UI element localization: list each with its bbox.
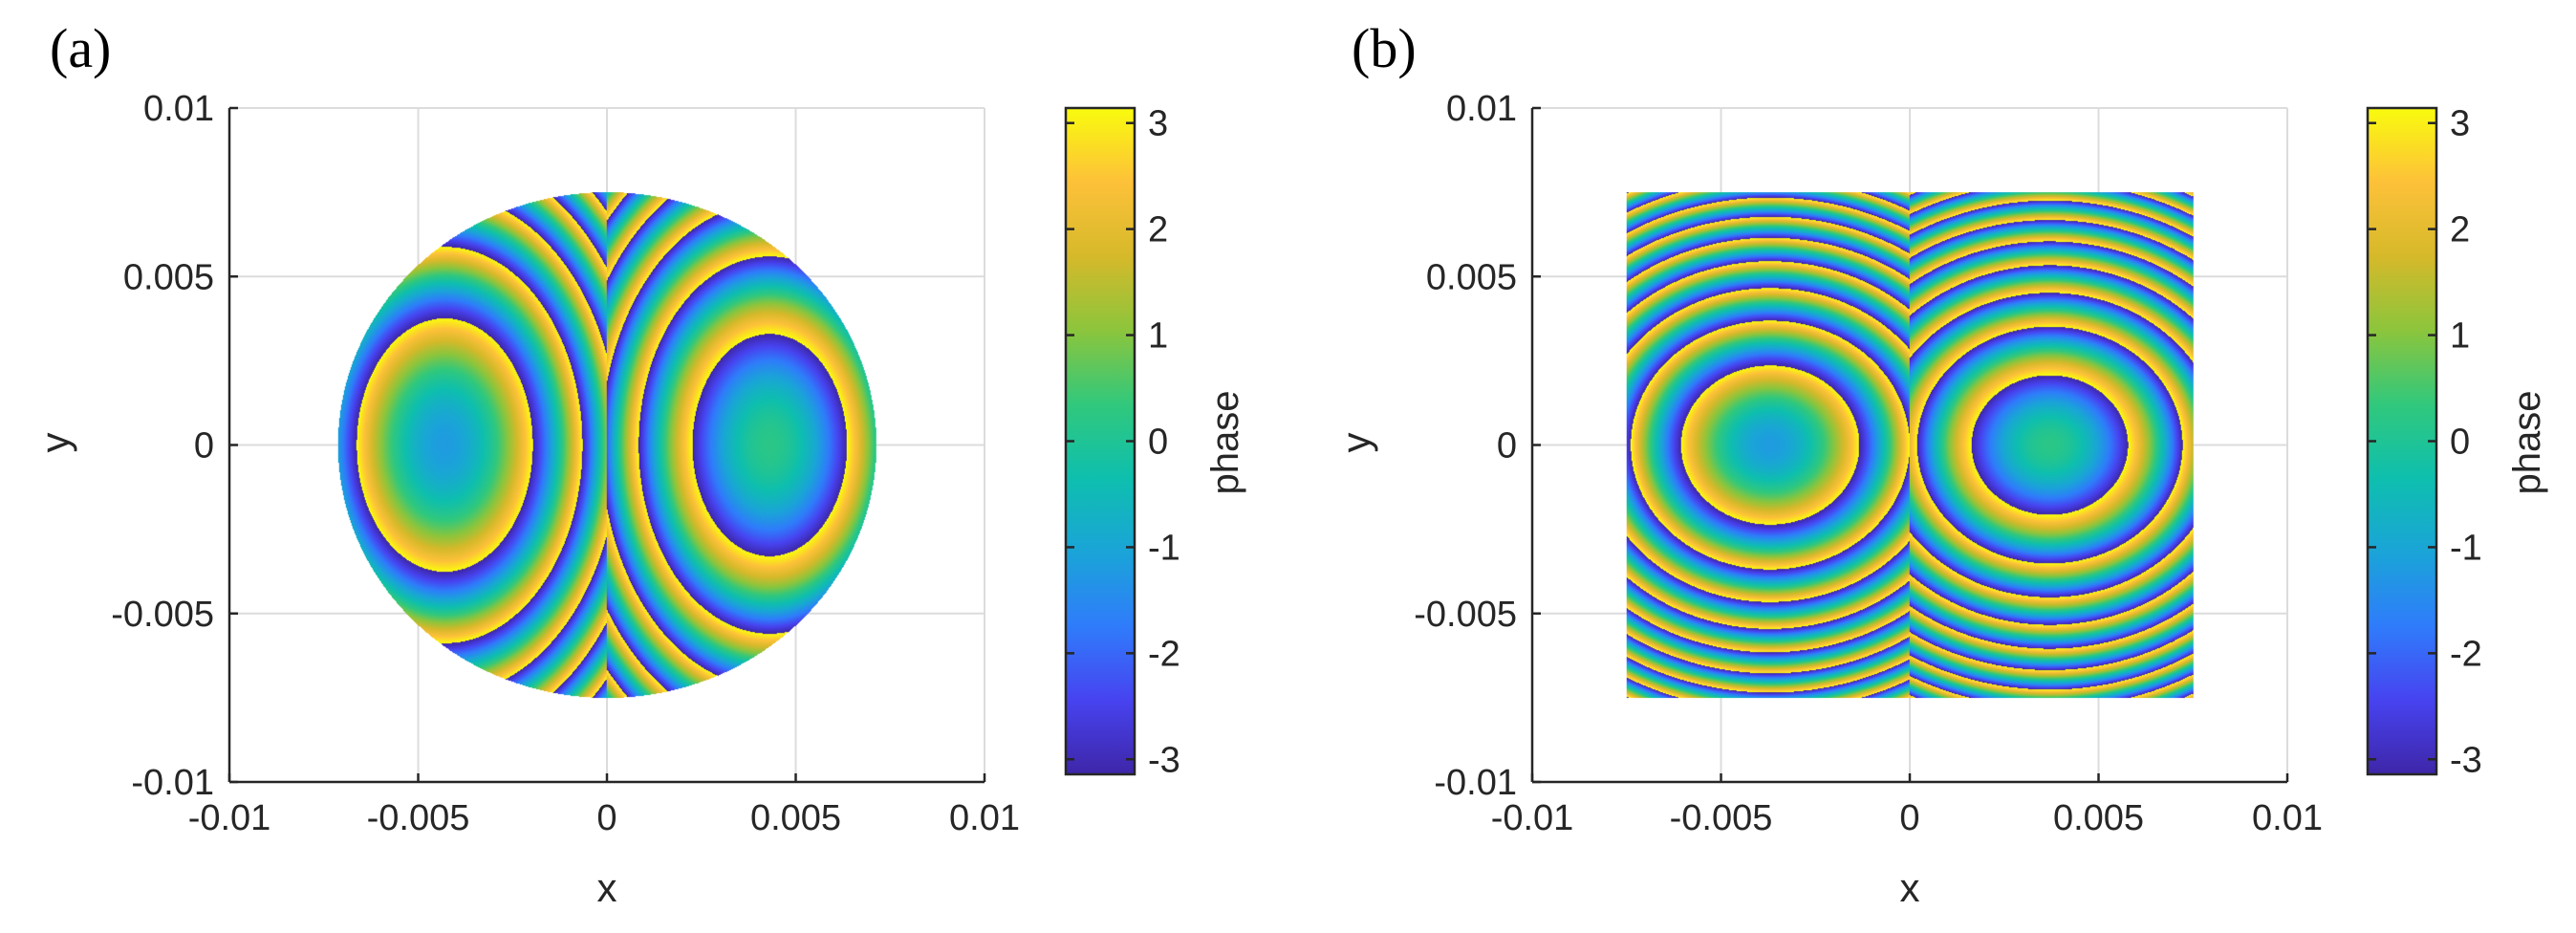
colorbar-tick-label: -2 <box>2450 634 2482 674</box>
y-axis-label-b: y <box>1333 433 1378 453</box>
colorbar-tick-label: 1 <box>2450 316 2470 357</box>
x-axis-label-b: x <box>1900 865 1920 910</box>
y-tick-label: -0.01 <box>1434 763 1517 803</box>
x-tick-label: -0.005 <box>1670 798 1773 838</box>
colorbar-label-a: phase <box>1204 391 1246 495</box>
x-tick-label: 0.01 <box>2252 798 2323 838</box>
y-tick-label: 0.005 <box>123 257 214 297</box>
colorbar-tick-label: -1 <box>1148 528 1180 568</box>
colorbar-tick-label: -3 <box>1148 740 1180 780</box>
colorbar-tick-label: 1 <box>1148 316 1168 357</box>
colorbar-tick-label: 0 <box>1148 423 1168 463</box>
colorbar-gradient <box>1064 106 1136 776</box>
colorbar-tick-label: -1 <box>2450 528 2482 568</box>
axes-a: -0.01 -0.005 0 0.005 0.01 -0.01 -0.005 0 0.005 0.… <box>111 89 1020 838</box>
y-tick-label: 0.01 <box>143 89 214 129</box>
colorbar-gradient <box>2366 106 2438 776</box>
colorbar-label-b: phase <box>2506 391 2548 495</box>
panel-label-b: (b) <box>1352 17 1417 79</box>
panel-label-a: (a) <box>50 17 111 79</box>
colorbar-tick-label: 2 <box>2450 210 2470 250</box>
colorbar-tick-label: -2 <box>1148 634 1180 674</box>
x-tick-label: -0.01 <box>1491 798 1574 838</box>
y-tick-label: 0 <box>194 426 214 466</box>
y-tick-label: -0.005 <box>111 595 214 635</box>
y-tick-label: -0.01 <box>131 763 214 803</box>
x-tick-label: 0.005 <box>750 798 841 838</box>
colorbar-tick-label: 3 <box>1148 104 1168 144</box>
axes-b: -0.01 -0.005 0 0.005 0.01 -0.01 -0.005 0 0.005 0.… <box>1414 89 2323 838</box>
x-tick-label: 0 <box>596 798 617 838</box>
colorbar-tick-label: -3 <box>2450 740 2482 780</box>
phase-map <box>1626 192 2194 699</box>
x-tick-label: 0.01 <box>949 798 1020 838</box>
x-tick-label: -0.005 <box>367 798 470 838</box>
x-tick-label: -0.01 <box>188 798 271 838</box>
y-axis-label-a: y <box>32 433 77 453</box>
x-axis-label-a: x <box>597 865 617 910</box>
panel-b: (b) -0.01 -0.005 0 0.005 0.01 -0.01 -0.005 0 0.0… <box>1333 17 2548 910</box>
colorbar-tick-label: 3 <box>2450 104 2470 144</box>
colorbar-tick-label: 2 <box>1148 210 1168 250</box>
y-tick-label: 0 <box>1497 426 1517 466</box>
x-tick-label: 0 <box>1899 798 1919 838</box>
phase-map <box>323 192 891 699</box>
colorbar-a: 3 2 1 0 -1 -2 -3 <box>1064 104 1180 780</box>
colorbar-tick-label: 0 <box>2450 423 2470 463</box>
y-tick-label: 0.005 <box>1426 257 1517 297</box>
x-tick-label: 0.005 <box>2053 798 2144 838</box>
colorbar-b: 3 2 1 0 -1 -2 -3 <box>2366 104 2482 780</box>
panel-a: (a) -0.01 -0.005 0 0.005 0.01 -0.01 -0.005 0 0.0… <box>32 17 1246 910</box>
y-tick-label: 0.01 <box>1446 89 1517 129</box>
y-tick-label: -0.005 <box>1414 595 1517 635</box>
